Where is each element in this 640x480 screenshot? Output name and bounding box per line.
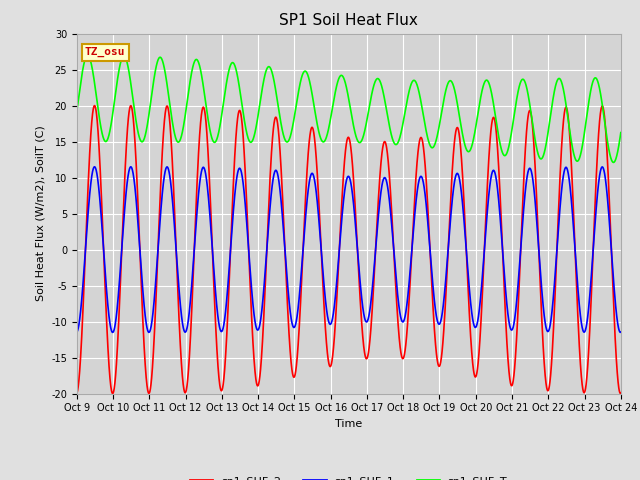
- sp1_SHF_T: [332, 89, 339, 95]
- sp1_SHF_T: [306, 80, 314, 85]
- sp1_SHF_1: [302, 214, 310, 219]
- Line: sp1_SHF_T: sp1_SHF_T: [77, 55, 621, 162]
- sp1_SHF_T: [610, 159, 618, 165]
- sp1_SHF_T: [617, 130, 625, 135]
- sp1_SHF_T: [600, 116, 608, 121]
- Legend: sp1_SHF_2, sp1_SHF_1, sp1_SHF_T: sp1_SHF_2, sp1_SHF_1, sp1_SHF_T: [186, 471, 512, 480]
- sp1_SHF_1: [600, 169, 608, 175]
- Title: SP1 Soil Heat Flux: SP1 Soil Heat Flux: [280, 13, 418, 28]
- sp1_SHF_2: [306, 132, 314, 138]
- sp1_SHF_1: [468, 313, 476, 319]
- sp1_SHF_2: [332, 317, 339, 323]
- sp1_SHF_2: [109, 391, 116, 396]
- sp1_SHF_1: [573, 277, 581, 283]
- sp1_SHF_2: [91, 103, 99, 108]
- sp1_SHF_1: [91, 164, 99, 170]
- sp1_SHF_1: [617, 329, 625, 335]
- Line: sp1_SHF_1: sp1_SHF_1: [77, 167, 621, 332]
- sp1_SHF_2: [468, 356, 476, 361]
- Line: sp1_SHF_2: sp1_SHF_2: [77, 106, 621, 394]
- sp1_SHF_2: [573, 300, 581, 306]
- Y-axis label: Soil Heat Flux (W/m2), SoilT (C): Soil Heat Flux (W/m2), SoilT (C): [36, 126, 45, 301]
- sp1_SHF_T: [468, 142, 476, 148]
- Text: TZ_osu: TZ_osu: [85, 47, 125, 58]
- sp1_SHF_T: [73, 108, 81, 114]
- sp1_SHF_1: [73, 329, 81, 335]
- sp1_SHF_T: [573, 158, 581, 164]
- sp1_SHF_2: [600, 112, 608, 118]
- sp1_SHF_2: [302, 193, 310, 199]
- sp1_SHF_2: [73, 390, 81, 396]
- X-axis label: Time: Time: [335, 419, 362, 429]
- sp1_SHF_1: [109, 329, 116, 335]
- sp1_SHF_1: [306, 176, 314, 181]
- sp1_SHF_T: [84, 52, 92, 58]
- sp1_SHF_T: [301, 68, 309, 74]
- sp1_SHF_1: [332, 292, 339, 298]
- sp1_SHF_2: [617, 390, 625, 396]
